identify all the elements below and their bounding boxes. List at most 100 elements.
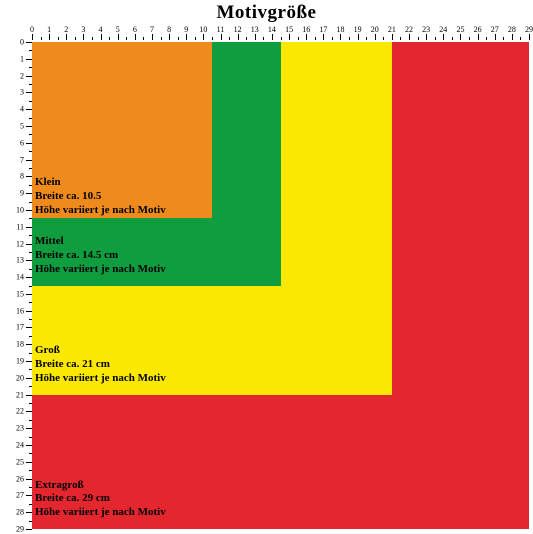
ruler-label: 21 xyxy=(388,25,396,34)
ruler-tick-major xyxy=(306,34,307,40)
ruler-tick-major xyxy=(323,34,324,40)
ruler-label: 15 xyxy=(16,289,24,298)
ruler-tick-major xyxy=(495,34,496,40)
ruler-tick-major xyxy=(443,34,444,40)
ruler-label: 23 xyxy=(16,424,24,433)
ruler-tick-minor xyxy=(281,37,282,40)
ruler-label: 20 xyxy=(371,25,379,34)
ruler-label: 28 xyxy=(508,25,516,34)
ruler-label: 6 xyxy=(133,25,137,34)
ruler-label: 11 xyxy=(217,25,225,34)
ruler-label: 25 xyxy=(456,25,464,34)
ruler-label: 18 xyxy=(16,340,24,349)
ruler-tick-major xyxy=(409,34,410,40)
ruler-tick-minor xyxy=(418,37,419,40)
ruler-tick-minor xyxy=(520,37,521,40)
ruler-tick-minor xyxy=(92,37,93,40)
ruler-label: 2 xyxy=(20,71,24,80)
ruler-tick-minor xyxy=(332,37,333,40)
ruler-label: 9 xyxy=(184,25,188,34)
ruler-label: 29 xyxy=(16,525,24,534)
size-width-text: Breite ca. 29 cm xyxy=(35,492,166,506)
ruler-label: 23 xyxy=(422,25,430,34)
ruler-tick-major xyxy=(32,34,33,40)
size-name: Extragroß xyxy=(35,479,166,493)
ruler-label: 11 xyxy=(16,222,24,231)
ruler-label: 18 xyxy=(336,25,344,34)
ruler-tick-major xyxy=(186,34,187,40)
size-width-text: Breite ca. 10.5 xyxy=(35,190,166,204)
ruler-tick-major xyxy=(169,34,170,40)
ruler-label: 8 xyxy=(167,25,171,34)
ruler-tick-minor xyxy=(178,37,179,40)
ruler-label: 25 xyxy=(16,457,24,466)
ruler-tick-major xyxy=(83,34,84,40)
ruler-tick-minor xyxy=(435,37,436,40)
ruler-tick-minor xyxy=(452,37,453,40)
ruler-tick-major xyxy=(101,34,102,40)
ruler-label: 16 xyxy=(16,306,24,315)
ruler-tick-minor xyxy=(161,37,162,40)
ruler-tick-minor xyxy=(486,37,487,40)
ruler-tick-major xyxy=(255,34,256,40)
ruler-tick-minor xyxy=(212,37,213,40)
size-width-text: Breite ca. 14.5 cm xyxy=(35,249,166,263)
ruler-label: 22 xyxy=(16,407,24,416)
ruler-label: 27 xyxy=(491,25,499,34)
ruler-label: 19 xyxy=(354,25,362,34)
size-name: Groß xyxy=(35,344,166,358)
ruler-label: 22 xyxy=(405,25,413,34)
ruler-tick-minor xyxy=(58,37,59,40)
ruler-tick-minor xyxy=(349,37,350,40)
ruler-label: 16 xyxy=(302,25,310,34)
ruler-label: 27 xyxy=(16,491,24,500)
size-name: Mittel xyxy=(35,235,166,249)
ruler-label: 24 xyxy=(16,441,24,450)
ruler-label: 7 xyxy=(150,25,154,34)
ruler-label: 4 xyxy=(20,105,24,114)
ruler-tick-major xyxy=(66,34,67,40)
ruler-tick-minor xyxy=(195,37,196,40)
ruler-label: 1 xyxy=(47,25,51,34)
ruler-label: 12 xyxy=(16,239,24,248)
size-height-text: Höhe variiert je nach Motiv xyxy=(35,204,166,218)
ruler-label: 10 xyxy=(16,205,24,214)
ruler-label: 13 xyxy=(16,256,24,265)
ruler-label: 13 xyxy=(251,25,259,34)
ruler-label: 12 xyxy=(234,25,242,34)
ruler-tick-minor xyxy=(366,37,367,40)
ruler-label: 17 xyxy=(16,323,24,332)
ruler-label: 7 xyxy=(20,155,24,164)
ruler-tick-minor xyxy=(126,37,127,40)
ruler-label: 3 xyxy=(81,25,85,34)
ruler-tick-major xyxy=(340,34,341,40)
ruler-tick-major xyxy=(135,34,136,40)
ruler-tick-minor xyxy=(400,37,401,40)
ruler-label: 10 xyxy=(199,25,207,34)
ruler-tick-major xyxy=(426,34,427,40)
ruler-horizontal: 0123456789101112131415161718192021222324… xyxy=(32,24,529,40)
ruler-tick-major xyxy=(375,34,376,40)
size-label-klein: KleinBreite ca. 10.5Höhe variiert je nac… xyxy=(32,176,166,217)
ruler-label: 4 xyxy=(99,25,103,34)
ruler-tick-minor xyxy=(246,37,247,40)
size-width-text: Breite ca. 21 cm xyxy=(35,358,166,372)
ruler-label: 26 xyxy=(16,474,24,483)
ruler-tick-major xyxy=(203,34,204,40)
ruler-label: 5 xyxy=(20,121,24,130)
ruler-tick-minor xyxy=(143,37,144,40)
ruler-tick-major xyxy=(49,34,50,40)
ruler-label: 9 xyxy=(20,189,24,198)
ruler-tick-major xyxy=(26,529,32,530)
ruler-tick-major xyxy=(272,34,273,40)
ruler-tick-major xyxy=(152,34,153,40)
ruler-label: 6 xyxy=(20,138,24,147)
ruler-label: 2 xyxy=(64,25,68,34)
ruler-tick-major xyxy=(478,34,479,40)
ruler-tick-major xyxy=(238,34,239,40)
ruler-label: 8 xyxy=(20,172,24,181)
ruler-tick-minor xyxy=(383,37,384,40)
ruler-label: 0 xyxy=(30,25,34,34)
ruler-tick-major xyxy=(529,34,530,40)
ruler-tick-minor xyxy=(75,37,76,40)
